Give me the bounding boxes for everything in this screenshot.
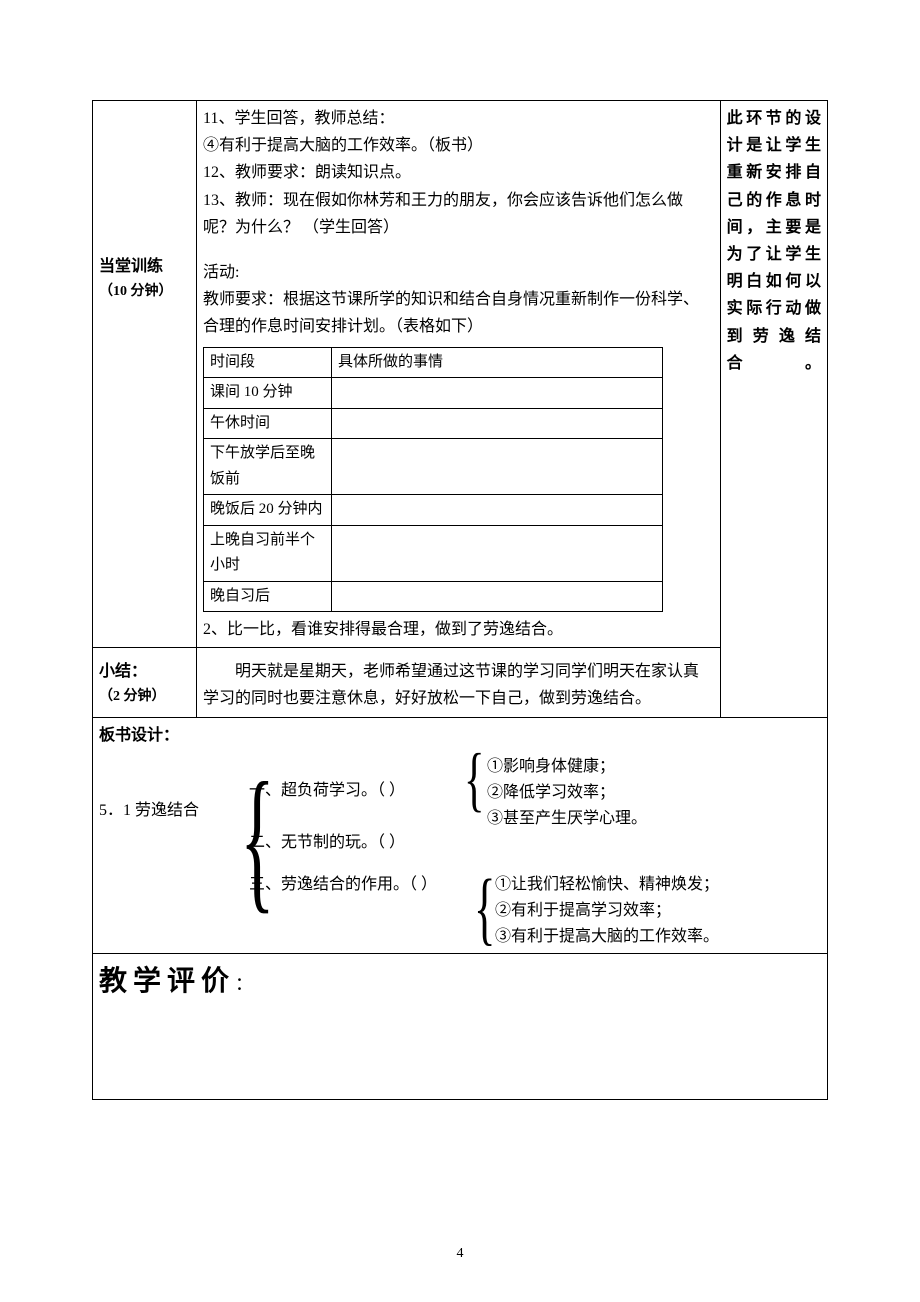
schedule-cell bbox=[332, 581, 663, 612]
board-l1c: ③甚至产生厌学心理。 bbox=[487, 805, 647, 832]
schedule-row: 课间 10 分钟 bbox=[204, 378, 332, 409]
schedule-row: 下午放学后至晚饭前 bbox=[204, 439, 332, 495]
schedule-cell bbox=[332, 495, 663, 526]
brace-icon: { bbox=[474, 867, 496, 949]
board-l3: 三、劳逸结合的作用。（ ） bbox=[249, 871, 437, 898]
schedule-cell bbox=[332, 408, 663, 439]
p12: 12、教师要求：朗读知识点。 bbox=[203, 159, 714, 186]
mid-col-training: 11、学生回答，教师总结： ④有利于提高大脑的工作效率。（板书） 12、教师要求… bbox=[197, 101, 721, 648]
board-l3c: ③有利于提高大脑的工作效率。 bbox=[495, 923, 719, 950]
schedule-h1: 时间段 bbox=[204, 347, 332, 378]
board-topic: 5．1 劳逸结合 bbox=[99, 797, 199, 824]
eval-colon: ： bbox=[235, 974, 253, 994]
schedule-row: 上晚自习前半个小时 bbox=[204, 525, 332, 581]
brace-icon: { bbox=[464, 743, 485, 815]
teaching-evaluation-cell: 教学评价： bbox=[93, 953, 828, 1100]
lesson-plan-table: 当堂训练 （10 分钟） 11、学生回答，教师总结： ④有利于提高大脑的工作效率… bbox=[92, 100, 828, 1100]
board-l2: 二、无节制的玩。（ ） bbox=[249, 829, 405, 856]
design-note: 此环节的设计是让学生重新安排自己的作息时间，主要是为了让学生明白如何以实际行动做… bbox=[727, 110, 821, 372]
eval-title: 教学评价 bbox=[99, 966, 235, 997]
train-time: （10 分钟） bbox=[99, 280, 190, 304]
left-col-summary: 小结： （2 分钟） bbox=[93, 648, 197, 717]
board-diagram: 5．1 劳逸结合 { 一、超负荷学习。（ ） { ①影响身体健康； ②降低学习效… bbox=[99, 749, 821, 949]
left-col-training: 当堂训练 （10 分钟） bbox=[93, 101, 197, 648]
mid-col-summary: 明天就是星期天，老师希望通过这节课的学习同学们明天在家认真学习的同时也要注意休息… bbox=[197, 648, 721, 717]
activity-label: 活动: bbox=[203, 259, 714, 286]
compare-line: 2、比一比，看谁安排得最合理，做到了劳逸结合。 bbox=[203, 616, 714, 643]
schedule-cell bbox=[332, 378, 663, 409]
board-l3b: ②有利于提高学习效率； bbox=[495, 897, 671, 924]
summary-time: （2 分钟） bbox=[99, 685, 190, 709]
train-title: 当堂训练 bbox=[99, 253, 190, 280]
board-l1a: ①影响身体健康； bbox=[487, 753, 615, 780]
right-note: 此环节的设计是让学生重新安排自己的作息时间，主要是为了让学生明白如何以实际行动做… bbox=[720, 101, 827, 718]
p11a: ④有利于提高大脑的工作效率。（板书） bbox=[203, 132, 714, 159]
schedule-cell bbox=[332, 525, 663, 581]
p13: 13、教师：现在假如你林芳和王力的朋友，你会应该告诉他们怎么做呢？为什么？ （学… bbox=[203, 187, 714, 241]
board-l1b: ②降低学习效率； bbox=[487, 779, 615, 806]
page-number: 4 bbox=[0, 1246, 920, 1262]
activity-req: 教师要求：根据这节课所学的知识和结合自身情况重新制作一份科学、合理的作息时间安排… bbox=[203, 286, 714, 340]
board-l1: 一、超负荷学习。（ ） bbox=[249, 777, 405, 804]
board-l3a: ①让我们轻松愉快、精神焕发； bbox=[495, 871, 719, 898]
schedule-row: 晚饭后 20 分钟内 bbox=[204, 495, 332, 526]
schedule-row: 晚自习后 bbox=[204, 581, 332, 612]
schedule-h2: 具体所做的事情 bbox=[332, 347, 663, 378]
p11: 11、学生回答，教师总结： bbox=[203, 105, 714, 132]
summary-text: 明天就是星期天，老师希望通过这节课的学习同学们明天在家认真学习的同时也要注意休息… bbox=[203, 658, 714, 712]
summary-title: 小结： bbox=[99, 658, 190, 685]
schedule-table: 时间段 具体所做的事情 课间 10 分钟 午休时间 下午放学后至晚饭前 晚饭后 … bbox=[203, 347, 663, 613]
board-design-cell: 板书设计： 5．1 劳逸结合 { 一、超负荷学习。（ ） { ①影响身体健康； … bbox=[93, 717, 828, 953]
schedule-row: 午休时间 bbox=[204, 408, 332, 439]
board-title: 板书设计： bbox=[99, 722, 821, 749]
schedule-cell bbox=[332, 439, 663, 495]
